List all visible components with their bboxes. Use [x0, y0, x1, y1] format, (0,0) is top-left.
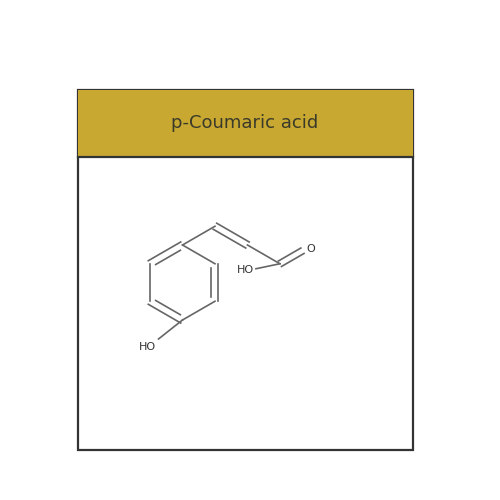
Text: p-Coumaric acid: p-Coumaric acid	[172, 114, 318, 132]
Bar	[78, 90, 412, 450]
Text: HO: HO	[140, 342, 156, 352]
Bar	[78, 90, 412, 156]
Text: HO: HO	[237, 265, 254, 275]
Text: O: O	[306, 244, 314, 254]
